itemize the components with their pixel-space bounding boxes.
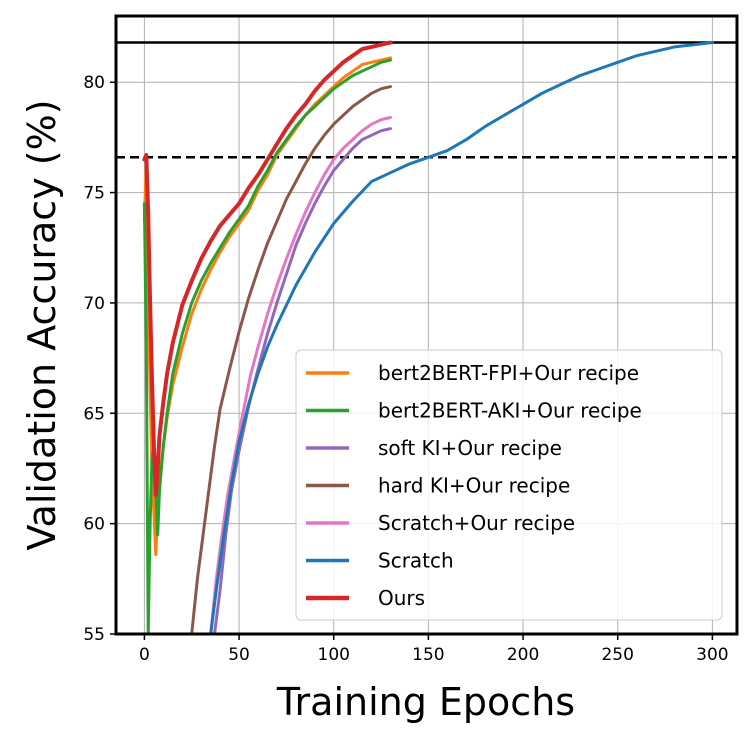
y-axis-title: Validation Accuracy (%) [20, 99, 64, 550]
y-tick-label: 60 [83, 515, 105, 535]
legend-label-scratch-our-recipe: Scratch+Our recipe [378, 511, 575, 535]
x-tick-label: 200 [507, 645, 539, 665]
y-tick-label: 65 [83, 404, 105, 424]
legend-label-soft-ki-our-recipe: soft KI+Our recipe [378, 436, 562, 460]
y-axis-ticks: 55 60 65 70 75 80 [83, 73, 116, 645]
y-tick-label: 75 [83, 184, 105, 204]
reference-lines [116, 41, 737, 159]
series-line-scratch [209, 41, 714, 634]
y-tick-label: 80 [83, 73, 105, 93]
x-tick-label: 0 [139, 645, 150, 665]
plot-frame [114, 14, 739, 636]
legend: bert2BERT-FPI+Our recipe bert2BERT-AKI+Ou… [295, 349, 723, 621]
series-line-bert2bert-fpi-our-recipe [142, 56, 392, 556]
series-lines [142, 40, 714, 634]
legend-label-hard-ki-our-recipe: hard KI+Our recipe [378, 474, 570, 498]
series-line-hard-ki-our-recipe [190, 85, 392, 634]
legend-label-bert2bert-aki-our-recipe: bert2BERT-AKI+Our recipe [378, 399, 642, 423]
legend-label-ours: Ours [378, 586, 425, 610]
series-line-ours [142, 40, 393, 497]
x-tick-label: 100 [318, 645, 350, 665]
x-axis-ticks: 0 50 100 150 200 250 300 [139, 634, 729, 665]
x-tick-label: 300 [696, 645, 728, 665]
x-tick-label: 250 [601, 645, 633, 665]
x-tick-label: 150 [412, 645, 444, 665]
legend-box [295, 349, 723, 621]
series-line-scratch-our-recipe [209, 116, 392, 634]
x-tick-label: 50 [228, 645, 250, 665]
legend-label-scratch: Scratch [378, 549, 454, 573]
y-tick-label: 70 [83, 294, 105, 314]
legend-label-bert2bert-fpi-our-recipe: bert2BERT-FPI+Our recipe [378, 361, 639, 385]
y-tick-label: 55 [83, 625, 105, 645]
x-axis-title: Training Epochs [276, 680, 575, 724]
